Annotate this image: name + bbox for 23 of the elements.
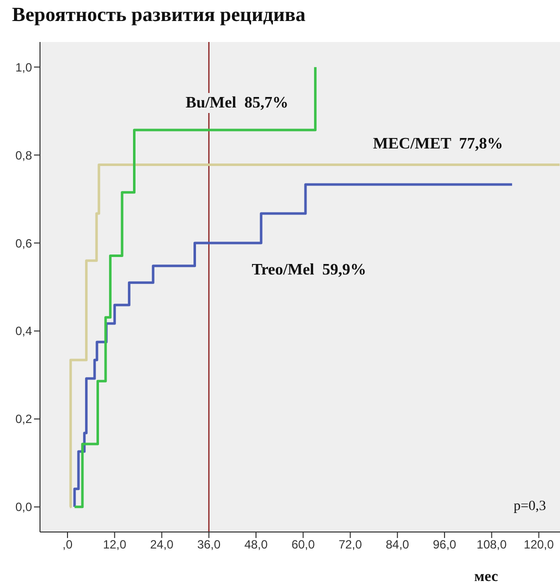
x-tick-label: 60,0 bbox=[291, 538, 316, 552]
chart-title: Вероятность развития рецидива bbox=[12, 4, 306, 27]
annotation: p=0,3 bbox=[514, 499, 546, 514]
x-tick-label: 12,0 bbox=[102, 538, 127, 552]
annotation: Treo/Mel 59,9% bbox=[252, 262, 366, 278]
annotation: Bu/Mel 85,7% bbox=[186, 94, 288, 112]
y-tick-label: 1,0 bbox=[15, 60, 32, 74]
x-tick-label: 96,0 bbox=[432, 538, 457, 552]
x-tick-label: ,0 bbox=[62, 538, 73, 552]
y-tick-label: 0,8 bbox=[15, 148, 32, 162]
x-tick-label: 48,0 bbox=[244, 538, 268, 552]
annotation: MEC/MET 77,8% bbox=[373, 136, 503, 152]
y-tick-label: 0,0 bbox=[15, 500, 32, 514]
y-tick-label: 0,4 bbox=[15, 324, 32, 338]
x-tick-label: 84,0 bbox=[386, 538, 410, 552]
x-tick-label: 36,0 bbox=[197, 538, 221, 552]
x-tick-label: 72,0 bbox=[338, 538, 362, 552]
x-axis-title: мес bbox=[474, 569, 498, 583]
x-tick-label: 24,0 bbox=[150, 538, 174, 552]
y-tick-label: 0,6 bbox=[15, 236, 32, 250]
y-tick-label: 0,2 bbox=[15, 412, 32, 426]
x-tick-label: 120,0 bbox=[524, 538, 554, 552]
x-tick-label: 108,0 bbox=[476, 538, 507, 552]
